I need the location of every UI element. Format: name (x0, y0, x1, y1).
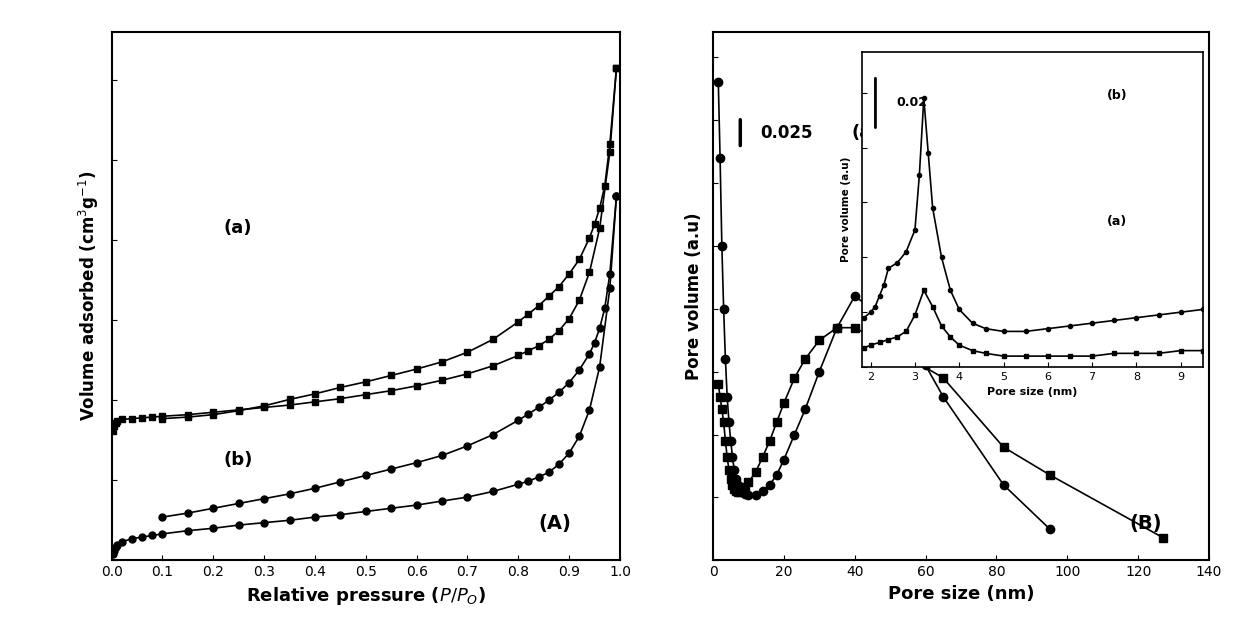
Text: (A): (A) (538, 514, 572, 533)
Y-axis label: Pore volume (a.u): Pore volume (a.u) (842, 156, 852, 262)
Text: (b): (b) (892, 219, 921, 237)
Text: 0.02: 0.02 (895, 97, 926, 109)
Y-axis label: Volume adsorbed (cm$^3$g$^{-1}$): Volume adsorbed (cm$^3$g$^{-1}$) (77, 171, 102, 421)
Text: (b): (b) (223, 451, 253, 469)
X-axis label: Pore size (nm): Pore size (nm) (888, 585, 1034, 603)
Text: (b): (b) (1107, 89, 1128, 102)
Y-axis label: Pore volume (a.u): Pore volume (a.u) (684, 213, 703, 380)
Text: 0.025: 0.025 (760, 124, 812, 142)
Text: (B): (B) (1130, 514, 1162, 533)
X-axis label: Relative pressure ($P/P_O$): Relative pressure ($P/P_O$) (246, 585, 486, 607)
Text: (a): (a) (223, 219, 252, 237)
Text: (a): (a) (852, 124, 880, 142)
X-axis label: Pore size (nm): Pore size (nm) (987, 388, 1078, 397)
Text: (a): (a) (1107, 215, 1127, 228)
